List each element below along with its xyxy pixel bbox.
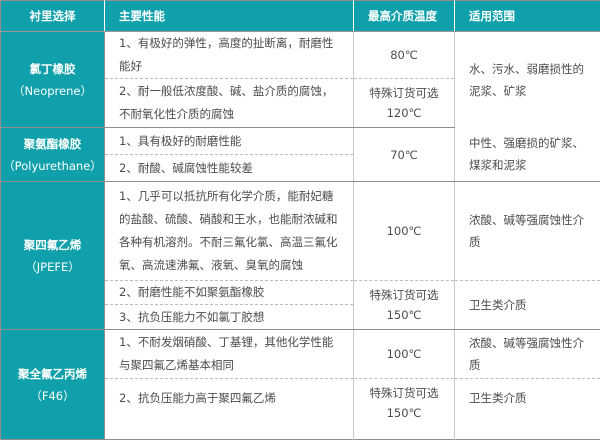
temperature-cell: 100℃ xyxy=(354,182,455,281)
temperature-secondary: 150℃ xyxy=(355,403,453,423)
property-cell: 2、耐一般低浓度酸、碱、盐介质的腐蚀，不耐氧化性介质的腐蚀 xyxy=(105,79,354,128)
table-row: 聚四氟乙烯 （JPEFE） 1、几乎可以抵抗所有化学介质，能耐妃糖的盐酸、硫酸、… xyxy=(1,182,600,281)
temperature-primary: 100℃ xyxy=(355,221,453,241)
material-name-en: （F46） xyxy=(3,385,102,407)
table-body: 氯丁橡胶 （Neoprene） 1、有极好的弹性，高度的扯断离，耐磨性能好 80… xyxy=(1,32,600,440)
temperature-primary: 100℃ xyxy=(355,344,453,364)
material-name-cn: 氯丁橡胶 xyxy=(3,58,102,80)
column-header-lining-selection: 衬里选择 xyxy=(1,1,105,32)
column-header-max-medium-temperature: 最高介质温度 xyxy=(354,1,455,32)
temperature-cell: 特殊订货可选 150℃ xyxy=(354,281,455,330)
temperature-cell: 80℃ xyxy=(354,32,455,79)
table-row: 聚全氟乙丙烯 （F46） 1、不耐发烟硝酸、丁基锂，其他化学性能与聚四氟乙烯基本… xyxy=(1,330,600,379)
material-name-cn: 聚全氟乙丙烯 xyxy=(3,363,102,385)
material-name-en: （JPEFE） xyxy=(3,256,102,278)
property-cell: 1、具有极好的耐磨性能 xyxy=(105,128,354,155)
property-cell: 1、有极好的弹性，高度的扯断离，耐磨性能好 xyxy=(105,32,354,79)
material-name-cell: 聚全氟乙丙烯 （F46） xyxy=(1,330,105,440)
material-name-cell: 氯丁橡胶 （Neoprene） xyxy=(1,32,105,128)
scope-cell: 浓酸、碱等强腐蚀性介质 xyxy=(455,182,600,281)
material-name-en: （Polyurethane） xyxy=(3,155,102,177)
material-name-en: （Neoprene） xyxy=(3,80,102,102)
table-row: 聚氨酯橡胶 （Polyurethane） 1、具有极好的耐磨性能 70℃ 中性、… xyxy=(1,128,600,155)
scope-cell: 卫生类介质 xyxy=(455,281,600,330)
property-cell: 1、几乎可以抵抗所有化学介质，能耐妃糖的盐酸、硫酸、硝酸和王水，也能耐浓碱和各种… xyxy=(105,182,354,281)
temperature-secondary: 150℃ xyxy=(355,305,453,325)
table-row: 氯丁橡胶 （Neoprene） 1、有极好的弹性，高度的扯断离，耐磨性能好 80… xyxy=(1,32,600,79)
column-header-application-scope: 适用范围 xyxy=(455,1,600,32)
temperature-primary: 80℃ xyxy=(355,45,453,65)
temperature-cell: 特殊订货可选 120℃ xyxy=(354,79,455,128)
property-cell: 2、耐磨性能不如聚氨酯橡胶 xyxy=(105,281,354,305)
material-name-cell: 聚四氟乙烯 （JPEFE） xyxy=(1,182,105,330)
temperature-cell: 100℃ xyxy=(354,330,455,379)
property-cell: 1、不耐发烟硝酸、丁基锂，其他化学性能与聚四氟乙烯基本相同 xyxy=(105,330,354,379)
property-cell: 3、抗负压能力不如氯丁胶想 xyxy=(105,305,354,330)
scope-cell: 卫生类介质 xyxy=(455,379,600,440)
temperature-primary: 特殊订货可选 xyxy=(355,285,453,305)
scope-cell: 水、污水、弱磨损性的泥浆、矿浆 xyxy=(455,32,600,128)
material-name-cell: 聚氨酯橡胶 （Polyurethane） xyxy=(1,128,105,182)
material-name-cn: 聚氨酯橡胶 xyxy=(3,133,102,155)
temperature-cell: 70℃ xyxy=(354,128,455,182)
header-row: 衬里选择 主要性能 最高介质温度 适用范围 xyxy=(1,1,600,32)
temperature-primary: 70℃ xyxy=(355,145,453,165)
temperature-cell: 特殊订货可选 150℃ xyxy=(354,379,455,440)
table-header: 衬里选择 主要性能 最高介质温度 适用范围 xyxy=(1,1,600,32)
material-name-cn: 聚四氟乙烯 xyxy=(3,234,102,256)
temperature-secondary: 120℃ xyxy=(355,103,453,123)
property-cell: 2、耐酸、碱腐蚀性能较差 xyxy=(105,155,354,182)
scope-cell: 中性、强磨损的矿浆、煤浆和泥浆 xyxy=(455,128,600,182)
column-header-main-performance: 主要性能 xyxy=(105,1,354,32)
temperature-primary: 特殊订货可选 xyxy=(355,383,453,403)
temperature-primary: 特殊订货可选 xyxy=(355,83,453,103)
scope-cell: 浓酸、碱等强腐蚀性介质 xyxy=(455,330,600,379)
property-cell: 2、抗负压能力高于聚四氟乙烯 xyxy=(105,379,354,440)
